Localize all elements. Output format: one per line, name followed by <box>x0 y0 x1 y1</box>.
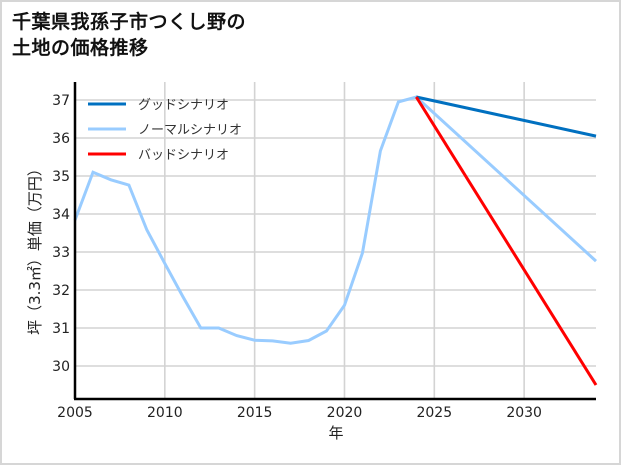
x-axis-label: 年 <box>328 424 343 442</box>
y-axis-label: 坪（3.3㎡）単価（万円） <box>26 161 44 335</box>
y-tick-label: 36 <box>52 131 70 147</box>
axes <box>73 82 596 401</box>
series-line-2 <box>415 96 598 386</box>
legend-label: ノーマルシナリオ <box>138 123 242 138</box>
data-series <box>73 95 598 386</box>
y-tick-label: 33 <box>52 245 70 261</box>
x-tick-label: 2010 <box>147 405 183 421</box>
series-line-0 <box>415 95 597 138</box>
y-tick-label: 31 <box>52 321 70 337</box>
grid-lines <box>75 82 596 399</box>
x-tick-label: 2015 <box>237 405 273 421</box>
x-tick-label: 2020 <box>327 405 363 421</box>
legend-label: グッドシナリオ <box>138 98 229 113</box>
x-tick-label: 2005 <box>57 405 93 421</box>
y-tick-label: 34 <box>52 207 70 223</box>
y-tick-label: 30 <box>52 359 70 375</box>
legend-label: バッドシナリオ <box>138 148 229 163</box>
x-tick-labels: 2005 2010 2015 2020 2025 2030 <box>57 405 542 421</box>
y-tick-label: 32 <box>52 283 70 299</box>
x-tick-label: 2030 <box>506 405 542 421</box>
y-tick-label: 35 <box>52 169 70 185</box>
x-tick-label: 2025 <box>416 405 452 421</box>
y-tick-labels: 30 31 32 33 34 35 36 37 <box>52 93 70 375</box>
chart-title: 千葉県我孫子市つくし野の 土地の価格推移 <box>12 11 247 59</box>
y-tick-label: 37 <box>52 93 70 109</box>
series-line-1 <box>73 95 598 345</box>
